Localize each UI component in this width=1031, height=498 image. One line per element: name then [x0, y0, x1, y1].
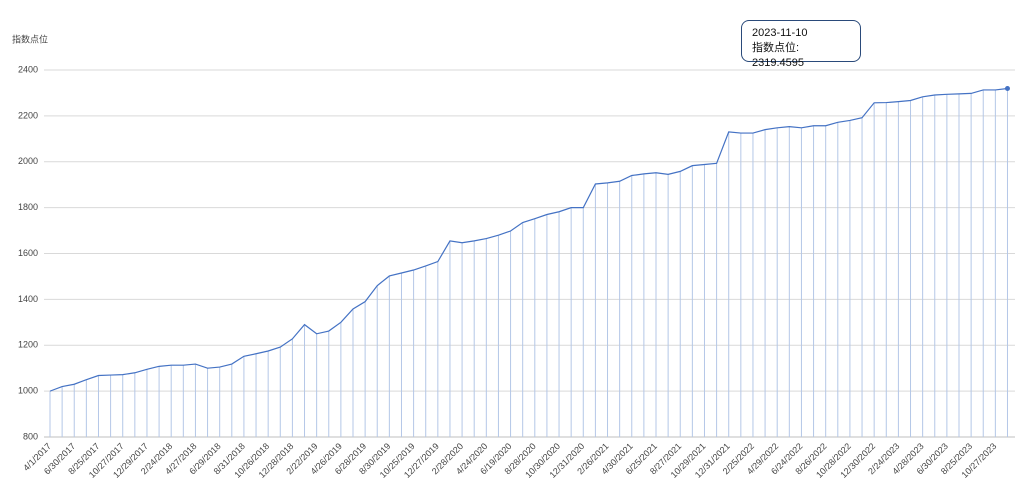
y-tick-label: 2000: [18, 156, 38, 166]
y-tick-label: 2200: [18, 110, 38, 120]
y-tick-label: 1600: [18, 248, 38, 258]
y-tick-label: 800: [23, 431, 38, 441]
tooltip-title: 2023-11-10: [752, 27, 808, 39]
line: [49, 87, 1008, 392]
tooltip: 2023-11-10 指数点位: 2319.4595: [741, 20, 861, 69]
y-axis-title: 指数点位: [12, 33, 48, 44]
y-tick-label: 1200: [18, 340, 38, 350]
hover-point: [1004, 85, 1010, 91]
y-tick-label: 1000: [18, 386, 38, 396]
y-tick-label: 2400: [18, 64, 38, 74]
y-tick-label: 1800: [18, 202, 38, 212]
y-tick-label: 1400: [18, 294, 38, 304]
tooltip-text: 指数点位: 2319.4595: [752, 42, 804, 69]
